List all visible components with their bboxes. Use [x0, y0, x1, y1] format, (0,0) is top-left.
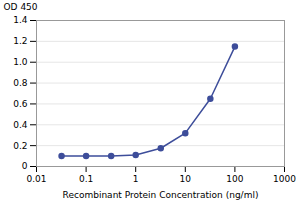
svg-text:1: 1	[133, 174, 139, 184]
svg-text:OD 450: OD 450	[4, 2, 38, 12]
svg-text:0.01: 0.01	[26, 174, 46, 184]
svg-text:0.4: 0.4	[13, 120, 28, 130]
svg-text:100: 100	[226, 174, 243, 184]
svg-text:Recombinant Protein Concentrat: Recombinant Protein Concentration (ng/ml…	[63, 190, 259, 200]
svg-text:1000: 1000	[273, 174, 296, 184]
svg-text:0: 0	[22, 161, 28, 171]
svg-text:1.4: 1.4	[13, 15, 28, 25]
svg-text:0.8: 0.8	[13, 78, 28, 88]
svg-text:0.6: 0.6	[13, 99, 28, 109]
svg-text:0.1: 0.1	[79, 174, 93, 184]
svg-text:1.0: 1.0	[13, 57, 28, 67]
svg-text:0.2: 0.2	[13, 141, 27, 151]
svg-text:10: 10	[180, 174, 192, 184]
svg-text:1.2: 1.2	[13, 36, 27, 46]
